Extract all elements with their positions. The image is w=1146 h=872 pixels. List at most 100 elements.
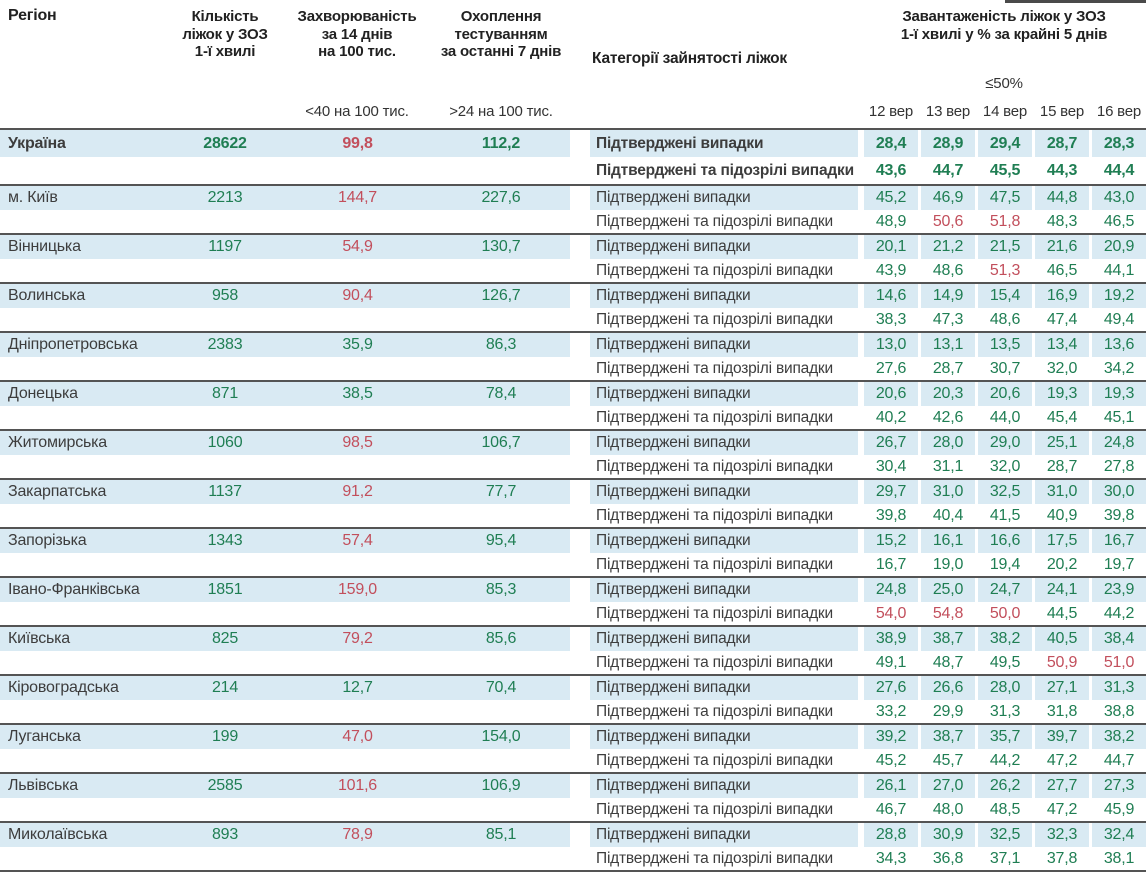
occupancy-value-suspected: 28,7 (1046, 457, 1078, 475)
confirmed-row: Кіровоградська 214 12,7 70,4 Підтверджені ви… (0, 676, 1146, 700)
spacer (410, 602, 432, 626)
column-gap (570, 725, 590, 749)
region-block: Івано-Франківська 1851 159,0 85,3 Підтвердже… (0, 576, 1146, 625)
occupancy-value-suspected: 51,0 (1103, 653, 1135, 671)
column-gap (570, 774, 590, 798)
region-block: Запорізька 1343 57,4 95,4 Підтверджені випад… (0, 527, 1146, 576)
col-header-testing: Охоплення тестуванням за останні 7 днів (440, 8, 562, 60)
beds-empty (145, 602, 305, 626)
occupancy-value-suspected: 31,3 (989, 702, 1021, 720)
occupancy-value-confirmed: 44,8 (1035, 186, 1089, 210)
occupancy-value-suspected: 49,5 (989, 653, 1021, 671)
testing-value: 70,4 (432, 676, 570, 700)
col-header-categories: Категорії зайнятості ліжок (592, 50, 787, 67)
region-block: м. Київ 2213 144,7 227,6 Підтверджені випадк… (0, 184, 1146, 233)
occupancy-value-suspected: 47,4 (1046, 310, 1078, 328)
occupancy-value-confirmed: 32,5 (978, 480, 1032, 504)
spacer (410, 406, 432, 430)
suspected-row: Підтверджені та підозрілі випадки 38,3 47,… (0, 308, 1146, 332)
occupancy-value-confirmed: 16,6 (978, 529, 1032, 553)
beds-value: 893 (145, 823, 305, 847)
occupancy-value-suspected: 43,9 (875, 261, 907, 279)
suspected-row: Підтверджені та підозрілі випадки 40,2 42,… (0, 406, 1146, 430)
occupancy-value-confirmed: 24,8 (1092, 431, 1146, 455)
suspected-row: Підтверджені та підозрілі випадки 27,6 28,… (0, 357, 1146, 381)
occupancy-value-confirmed: 28,9 (921, 130, 975, 157)
occupancy-value-suspected: 44,1 (1103, 261, 1135, 279)
region-block: Україна 28622 99,8 112,2 Підтверджені випадк… (0, 128, 1146, 184)
occupancy-value-confirmed: 30,9 (921, 823, 975, 847)
occupancy-value-suspected: 34,2 (1103, 359, 1135, 377)
incidence-empty (305, 210, 410, 234)
beds-value: 958 (145, 284, 305, 308)
category-label-confirmed: Підтверджені випадки (590, 823, 858, 847)
testing-value: 85,6 (432, 627, 570, 651)
category-label-confirmed: Підтверджені випадки (590, 676, 858, 700)
column-gap (570, 847, 590, 871)
occupancy-value-confirmed: 21,2 (921, 235, 975, 259)
occupancy-value-confirmed: 20,9 (1092, 235, 1146, 259)
occupancy-value-suspected: 45,5 (989, 162, 1021, 179)
date-headers: 12 вер 13 вер 14 вер 15 вер 16 вер (864, 103, 1146, 120)
col-header-beds: Кількість ліжок у ЗОЗ 1-ї хвилі (182, 8, 268, 60)
suspected-row: Підтверджені та підозрілі випадки 45,2 45,… (0, 749, 1146, 773)
column-gap (570, 235, 590, 259)
suspected-row: Підтверджені та підозрілі випадки 46,7 48,… (0, 798, 1146, 822)
occupancy-value-confirmed: 28,0 (978, 676, 1032, 700)
category-label-confirmed: Підтверджені випадки (590, 284, 858, 308)
beds-empty (145, 651, 305, 675)
spacer (410, 553, 432, 577)
incidence-value: 35,9 (305, 333, 410, 357)
testing-value: 106,7 (432, 431, 570, 455)
column-gap (570, 823, 590, 847)
spacer (410, 455, 432, 479)
category-label-suspected: Підтверджені та підозрілі випадки (596, 800, 833, 818)
occupancy-value-suspected: 39,8 (875, 506, 907, 524)
testing-value: 106,9 (432, 774, 570, 798)
occupancy-value-confirmed: 27,6 (864, 676, 918, 700)
confirmed-row: Луганська 199 47,0 154,0 Підтверджені випадк… (0, 725, 1146, 749)
spacer (410, 578, 432, 602)
occupancy-value-suspected: 29,9 (932, 702, 964, 720)
occupancy-value-suspected: 50,6 (932, 212, 964, 230)
occupancy-threshold: ≤50% (985, 75, 1023, 92)
spacer (410, 382, 432, 406)
occupancy-value-suspected: 44,2 (1103, 604, 1135, 622)
column-gap (570, 602, 590, 626)
spacer (410, 333, 432, 357)
column-gap (570, 651, 590, 675)
testing-value: 85,3 (432, 578, 570, 602)
suspected-row: Підтверджені та підозрілі випадки 16,7 19,… (0, 553, 1146, 577)
occupancy-value-confirmed: 38,7 (921, 725, 975, 749)
spacer (410, 627, 432, 651)
occupancy-value-suspected: 45,2 (875, 751, 907, 769)
spacer (410, 504, 432, 528)
occupancy-value-suspected: 27,6 (875, 359, 907, 377)
region-name-empty (0, 553, 145, 577)
occupancy-value-confirmed: 19,3 (1092, 382, 1146, 406)
column-gap (570, 186, 590, 210)
testing-value: 227,6 (432, 186, 570, 210)
occupancy-value-suspected: 38,8 (1103, 702, 1135, 720)
column-gap (570, 382, 590, 406)
spacer (410, 676, 432, 700)
table-body: Україна 28622 99,8 112,2 Підтверджені випадк… (0, 128, 1146, 870)
spacer (410, 157, 432, 184)
incidence-value: 12,7 (305, 676, 410, 700)
region-name: Луганська (0, 725, 145, 749)
incidence-value: 90,4 (305, 284, 410, 308)
incidence-value: 144,7 (305, 186, 410, 210)
occupancy-value-suspected: 19,7 (1103, 555, 1135, 573)
date-header: 13 вер (925, 103, 971, 120)
incidence-empty (305, 308, 410, 332)
column-gap (570, 553, 590, 577)
bottom-divider (0, 870, 1146, 872)
category-label-suspected: Підтверджені та підозрілі випадки (596, 555, 833, 573)
spacer (410, 700, 432, 724)
testing-empty (432, 847, 570, 871)
column-gap (570, 406, 590, 430)
occupancy-value-confirmed: 46,9 (921, 186, 975, 210)
column-gap (570, 259, 590, 283)
occupancy-value-confirmed: 19,2 (1092, 284, 1146, 308)
occupancy-value-suspected: 30,4 (875, 457, 907, 475)
